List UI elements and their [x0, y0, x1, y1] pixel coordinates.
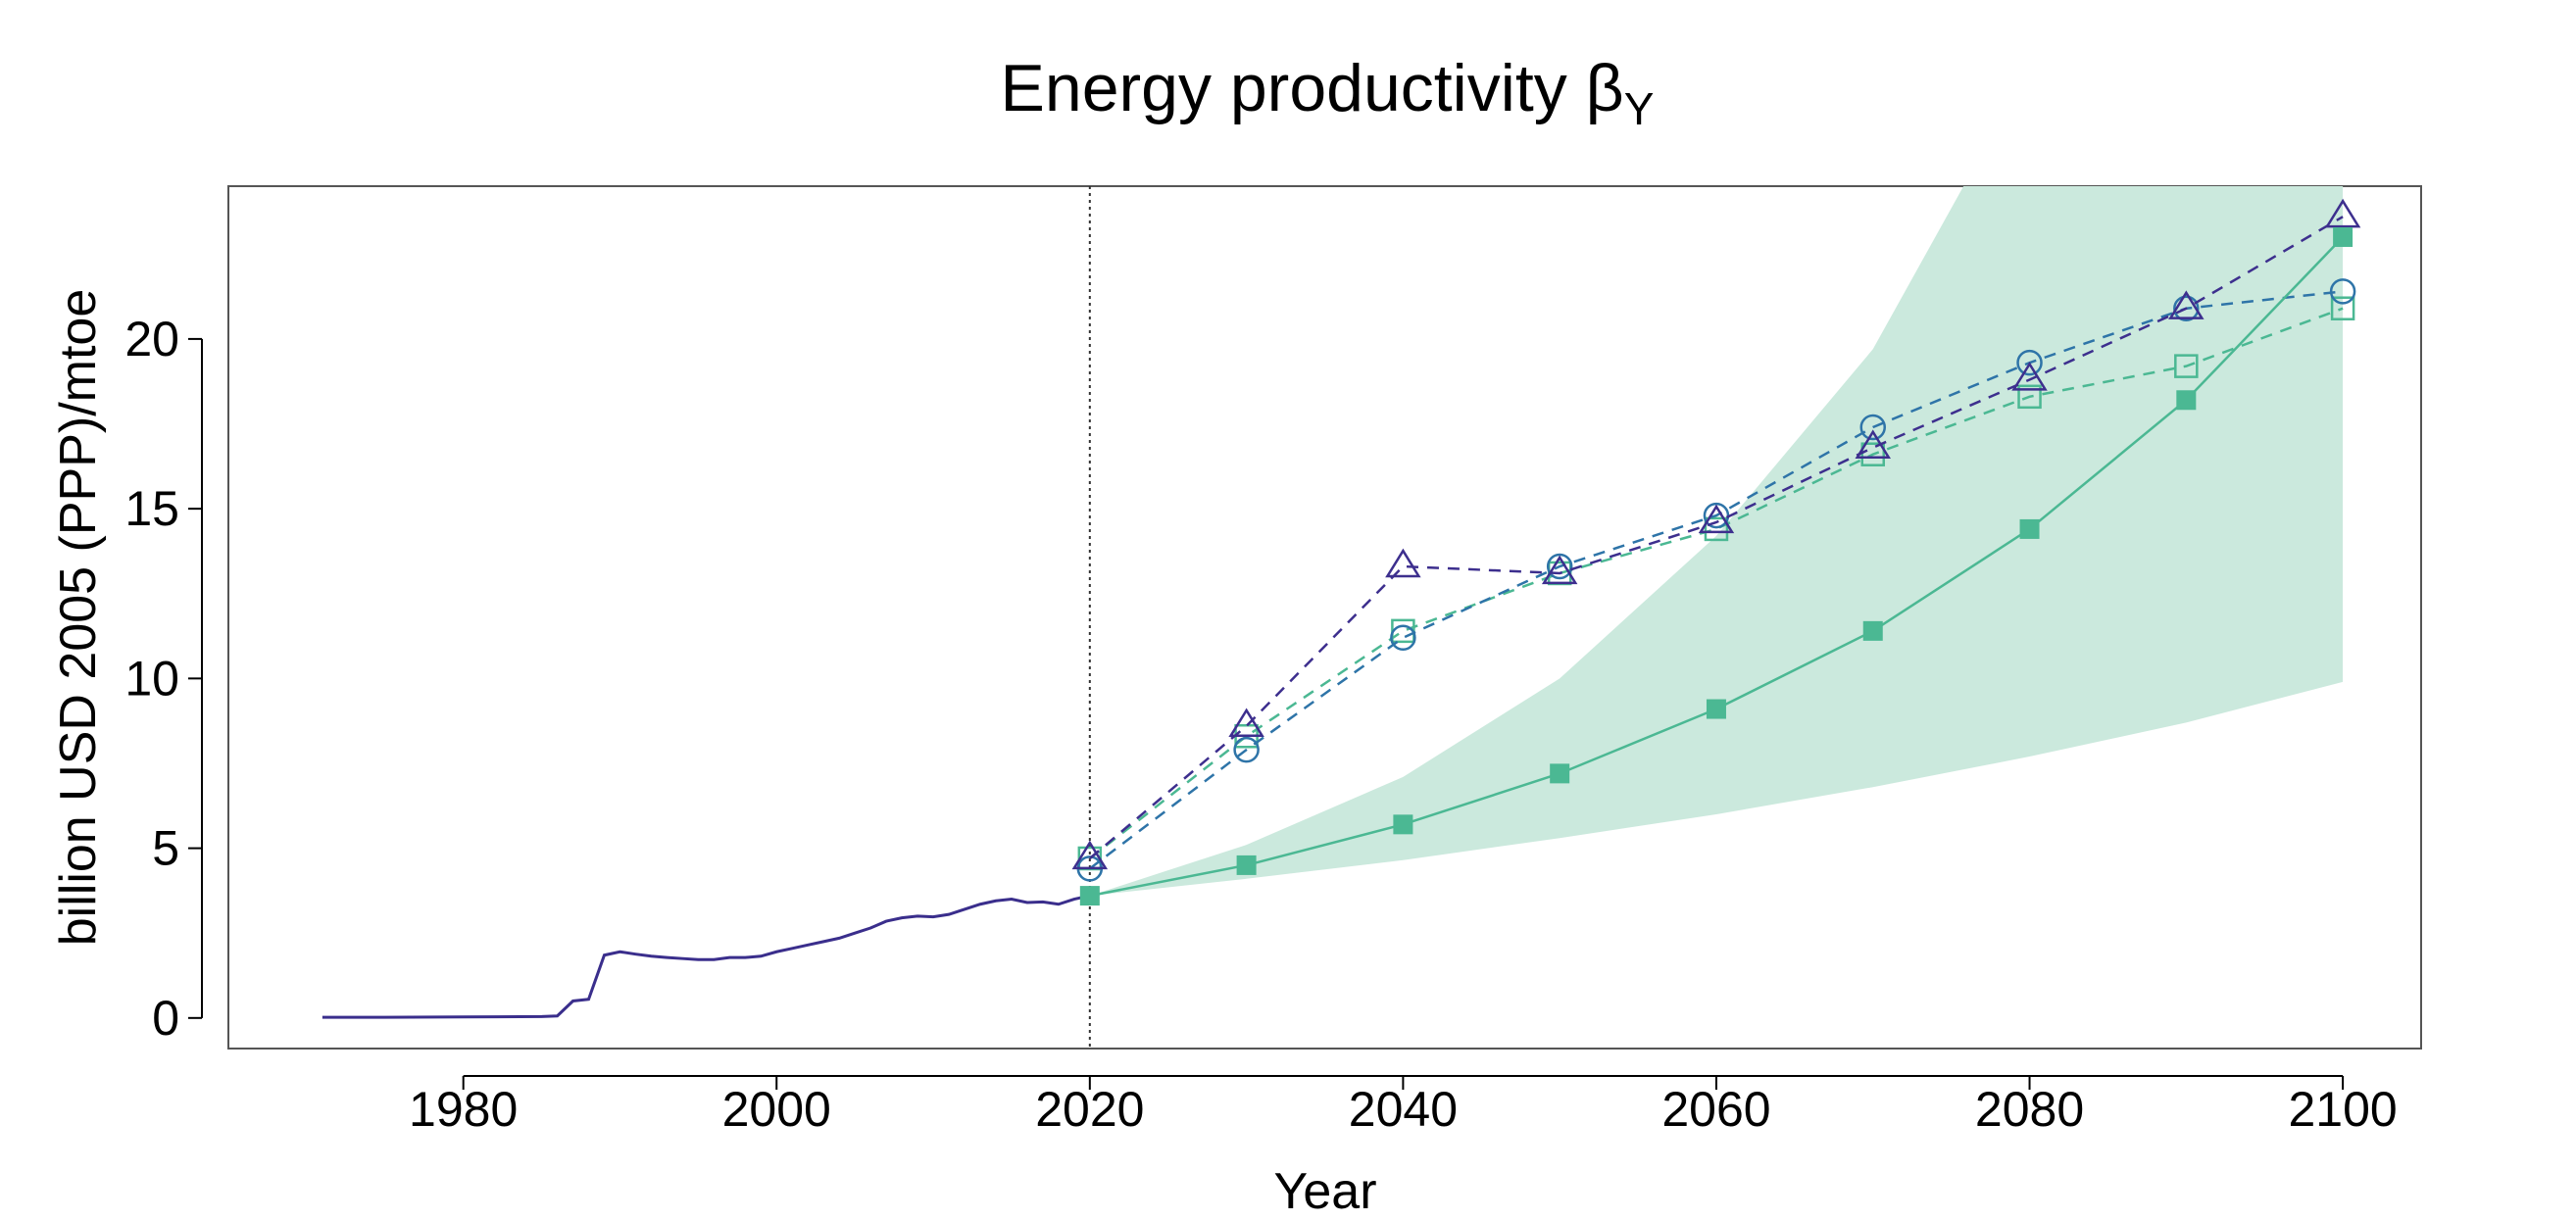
x-tick-label-2080: 2080 — [1975, 1082, 2084, 1137]
y-tick-label-10: 10 — [124, 651, 179, 706]
point-open-circle-2030 — [1233, 736, 1260, 763]
chart-title-main: Energy productivity β — [1001, 51, 1624, 125]
x-tick-label-2020: 2020 — [1035, 1082, 1144, 1137]
point-filled-square-2080 — [2019, 518, 2040, 539]
x-tick-label-2000: 2000 — [722, 1082, 831, 1137]
range-band — [1089, 186, 2344, 897]
point-open-triangle-2020 — [1071, 840, 1109, 870]
axes-layer: 1980 2000 2020 2040 2060 2080 2100 0 5 10 15 20 — [124, 312, 2397, 1137]
point-open-triangle-2050 — [1541, 555, 1578, 585]
y-tick-label-15: 15 — [124, 481, 179, 536]
point-open-square-2100 — [2330, 296, 2355, 320]
x-tick-label-1980: 1980 — [409, 1082, 518, 1137]
point-open-circle-2050 — [1546, 553, 1573, 580]
point-open-triangle-2060 — [1698, 504, 1735, 534]
point-filled-square-2030 — [1236, 855, 1257, 875]
point-filled-square-2100 — [2333, 226, 2353, 247]
point-open-triangle-2100 — [2324, 198, 2361, 228]
point-open-square-2080 — [2017, 384, 2042, 410]
chart-title-subscript: Y — [1624, 83, 1655, 134]
y-tick-label-0: 0 — [152, 991, 179, 1046]
chart-title: Energy productivity βY — [1001, 51, 1655, 134]
series-open-circle — [1076, 278, 2356, 882]
y-tick-label-5: 5 — [152, 821, 179, 876]
series-open-triangle — [1071, 198, 2361, 870]
point-filled-square-2060 — [1706, 699, 1726, 719]
y-axis-label: billion USD 2005 (PPP)/mtoe — [50, 289, 107, 947]
point-filled-square-2040 — [1393, 814, 1413, 835]
band-layer — [1089, 186, 2344, 897]
point-open-circle-2090 — [2173, 295, 2200, 321]
point-open-circle-2040 — [1390, 624, 1416, 652]
x-tick-label-2100: 2100 — [2288, 1082, 2397, 1137]
point-open-triangle-2030 — [1228, 708, 1264, 738]
point-filled-square-2050 — [1550, 763, 1570, 784]
point-filled-square-2020 — [1079, 886, 1100, 906]
x-axis-label: Year — [1273, 1163, 1376, 1220]
point-open-triangle-2040 — [1385, 548, 1421, 578]
series-line-open-square — [1089, 307, 2344, 859]
y-tick-label-20: 20 — [124, 312, 179, 366]
point-filled-square-2070 — [1862, 620, 1883, 641]
point-open-square-2040 — [1391, 618, 1415, 644]
plot-frame — [227, 185, 2422, 1050]
point-open-triangle-2080 — [2011, 362, 2048, 391]
series-layer — [1071, 198, 2361, 906]
point-open-triangle-2090 — [2168, 290, 2204, 319]
x-tick-label-2060: 2060 — [1661, 1082, 1770, 1137]
historical-layer — [322, 894, 1091, 1019]
point-open-circle-2080 — [2016, 349, 2043, 376]
series-line-open-triangle — [1089, 216, 2344, 859]
series-filled-square — [1079, 226, 2353, 906]
point-open-square-2090 — [2174, 354, 2199, 378]
point-open-square-2060 — [1704, 516, 1729, 542]
point-filled-square-2090 — [2176, 390, 2197, 411]
point-open-triangle-2070 — [1855, 429, 1891, 459]
x-tick-label-2040: 2040 — [1349, 1082, 1458, 1137]
historical-line — [322, 894, 1091, 1019]
series-line-open-circle — [1089, 290, 2344, 870]
point-open-circle-2070 — [1859, 414, 1886, 441]
point-open-circle-2100 — [2329, 278, 2356, 305]
point-open-square-2070 — [1860, 442, 1885, 466]
